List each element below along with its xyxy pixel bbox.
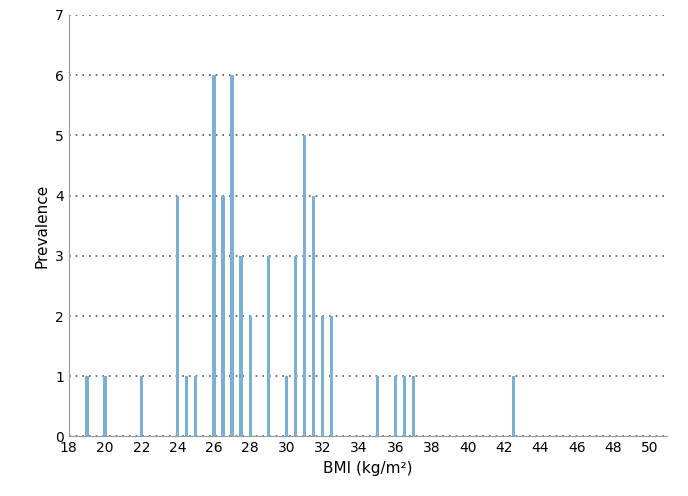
Bar [321,316,324,436]
Bar [294,256,297,436]
Bar [140,376,143,436]
Bar [176,195,180,436]
Bar [239,256,243,436]
Bar [412,376,415,436]
Y-axis label: Prevalence: Prevalence [34,184,50,268]
Bar [394,376,397,436]
Bar [267,256,270,436]
Bar [303,135,306,436]
Bar [312,195,315,436]
Bar [213,75,215,436]
Bar [230,75,234,436]
Bar [85,376,89,436]
Bar [103,376,107,436]
Bar [512,376,515,436]
Bar [285,376,288,436]
Bar [185,376,189,436]
Bar [402,376,406,436]
X-axis label: BMI (kg/m²): BMI (kg/m²) [323,461,413,476]
Bar [222,195,224,436]
Bar [330,316,334,436]
Bar [248,316,252,436]
Bar [194,376,197,436]
Bar [376,376,379,436]
